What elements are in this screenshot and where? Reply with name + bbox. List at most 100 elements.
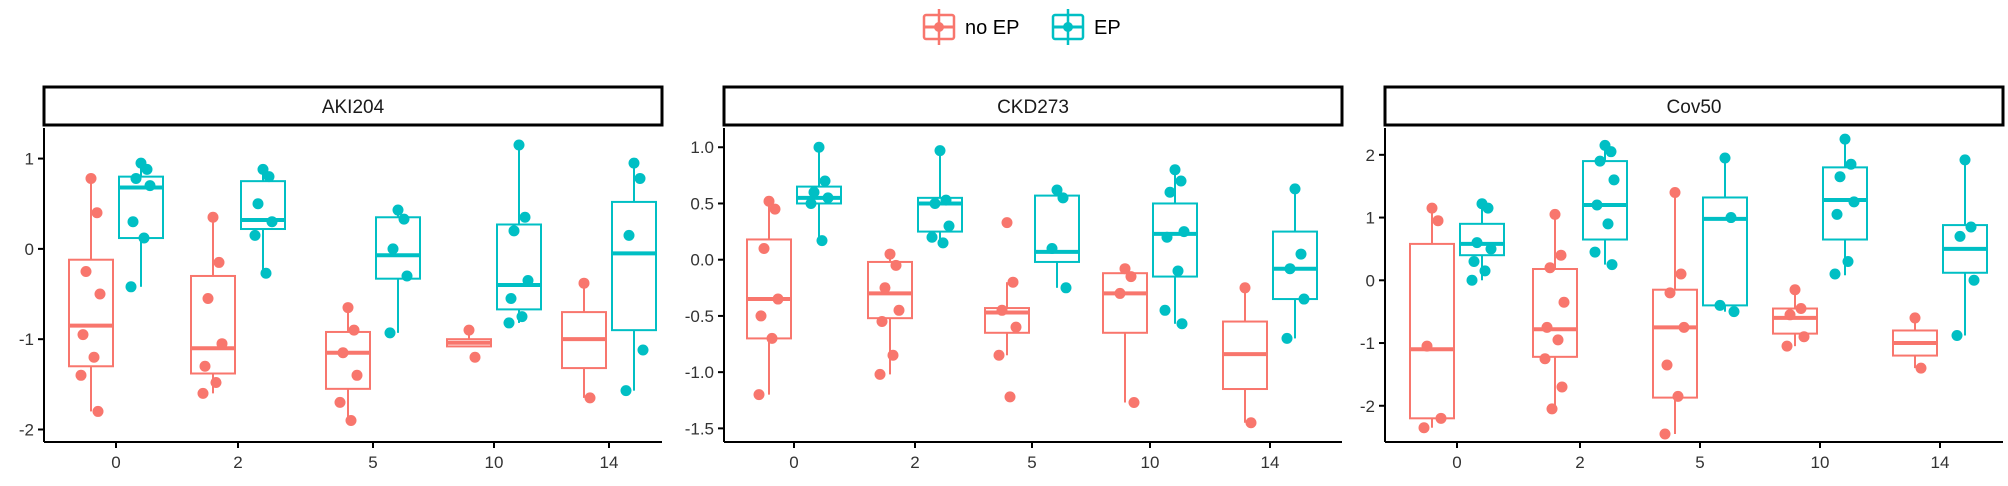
box-iqr bbox=[1459, 222, 1505, 257]
legend: no EP EP bbox=[922, 9, 1121, 45]
box-iqr bbox=[1652, 288, 1698, 399]
data-point bbox=[934, 145, 946, 157]
data-point bbox=[88, 351, 100, 363]
data-point bbox=[249, 229, 261, 241]
data-point bbox=[1555, 249, 1567, 261]
legend-key-no-ep-point bbox=[934, 22, 944, 32]
x-tick-label: 0 bbox=[111, 453, 120, 472]
legend-label-no-ep: no EP bbox=[965, 17, 1019, 39]
legend-key-no-ep bbox=[922, 9, 956, 45]
data-point bbox=[345, 414, 357, 426]
box-iqr bbox=[1034, 194, 1080, 263]
data-point bbox=[1295, 248, 1307, 260]
box-no-ep-5 bbox=[325, 302, 371, 426]
legend-key-ep bbox=[1051, 9, 1085, 45]
data-point bbox=[1661, 359, 1673, 371]
facet-title: AKI204 bbox=[322, 97, 385, 118]
box-ep-10 bbox=[1152, 164, 1198, 330]
data-point bbox=[816, 235, 828, 247]
box-no-ep-10 bbox=[1772, 284, 1818, 352]
box-no-ep-0 bbox=[1409, 202, 1455, 434]
data-point bbox=[1057, 192, 1069, 204]
data-point bbox=[1725, 212, 1737, 224]
data-point bbox=[1558, 296, 1570, 308]
data-point bbox=[1845, 158, 1857, 170]
data-point bbox=[1114, 287, 1126, 299]
data-point bbox=[202, 293, 214, 305]
data-point bbox=[1176, 318, 1188, 330]
data-point bbox=[1795, 303, 1807, 315]
data-point bbox=[755, 310, 767, 322]
data-point bbox=[1471, 237, 1483, 249]
data-point bbox=[1915, 362, 1927, 374]
data-point bbox=[351, 369, 363, 381]
facet-title: Cov50 bbox=[1667, 97, 1722, 118]
data-point bbox=[401, 270, 413, 282]
box-iqr bbox=[611, 200, 657, 332]
data-point bbox=[519, 211, 531, 223]
data-point bbox=[1010, 321, 1022, 333]
data-point bbox=[138, 232, 150, 244]
data-point bbox=[1289, 183, 1301, 195]
y-tick-label: 0.5 bbox=[690, 194, 714, 213]
y-tick-label: 0.0 bbox=[690, 251, 714, 270]
data-point bbox=[1060, 282, 1072, 294]
data-point bbox=[1051, 184, 1063, 196]
box-ep-14 bbox=[611, 157, 657, 397]
data-point bbox=[505, 293, 517, 305]
x-tick-label: 10 bbox=[1811, 453, 1830, 472]
box-no-ep-5 bbox=[1652, 186, 1698, 440]
data-point bbox=[216, 338, 228, 350]
data-point bbox=[384, 327, 396, 339]
box-iqr bbox=[867, 260, 913, 320]
data-point bbox=[890, 259, 902, 271]
data-point bbox=[1672, 390, 1684, 402]
data-point bbox=[578, 277, 590, 289]
x-tick-label: 10 bbox=[485, 453, 504, 472]
y-tick-label: -2 bbox=[1360, 397, 1375, 416]
data-point bbox=[1161, 231, 1173, 243]
data-point bbox=[342, 302, 354, 314]
data-point bbox=[1001, 217, 1013, 229]
box-iqr bbox=[917, 196, 963, 233]
data-point bbox=[1589, 246, 1601, 258]
data-point bbox=[516, 311, 528, 323]
x-tick-label: 2 bbox=[1575, 453, 1584, 472]
box-iqr bbox=[1272, 230, 1318, 301]
data-point bbox=[805, 197, 817, 209]
data-point bbox=[1909, 312, 1921, 324]
data-point bbox=[508, 225, 520, 237]
data-point bbox=[763, 195, 775, 207]
facet-strip bbox=[722, 85, 1344, 127]
data-point bbox=[199, 360, 211, 372]
box-iqr bbox=[1702, 196, 1748, 307]
y-tick-label: 1 bbox=[1366, 209, 1375, 228]
data-point bbox=[463, 324, 475, 336]
data-point bbox=[1728, 306, 1740, 318]
data-point bbox=[1169, 164, 1181, 176]
data-point bbox=[1664, 287, 1676, 299]
data-point bbox=[1848, 196, 1860, 208]
data-point bbox=[1829, 268, 1841, 280]
data-point bbox=[753, 389, 765, 401]
data-point bbox=[1549, 208, 1561, 220]
x-tick-label: 10 bbox=[1141, 453, 1160, 472]
box-iqr bbox=[240, 180, 286, 231]
data-point bbox=[1842, 255, 1854, 267]
data-point bbox=[1159, 304, 1171, 316]
y-tick-label: -1.5 bbox=[685, 419, 714, 438]
data-point bbox=[1007, 276, 1019, 288]
data-point bbox=[1675, 268, 1687, 280]
y-tick-label: -1.0 bbox=[685, 363, 714, 382]
box-ep-5 bbox=[1034, 184, 1080, 294]
data-point bbox=[257, 163, 269, 175]
data-point bbox=[1552, 334, 1564, 346]
x-tick-label: 2 bbox=[910, 453, 919, 472]
data-point bbox=[1245, 417, 1257, 429]
box-ep-2 bbox=[1582, 139, 1628, 271]
data-point bbox=[1046, 242, 1058, 254]
y-tick-label: -1 bbox=[1360, 334, 1375, 353]
box-no-ep-2 bbox=[1532, 208, 1578, 415]
data-point bbox=[1556, 381, 1568, 393]
